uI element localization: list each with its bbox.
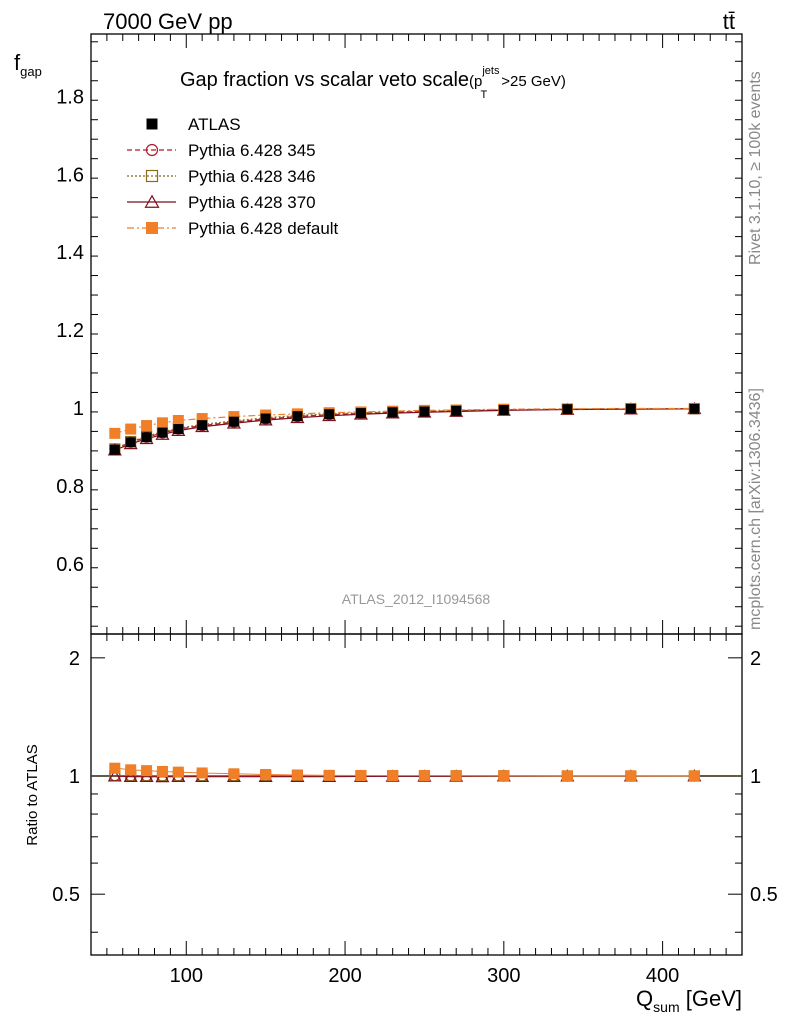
ratio-point xyxy=(418,769,430,781)
ratio-point xyxy=(561,770,573,782)
ratio-axes: 100 200 300 400 0.5 0.5 1 1 2 2 xyxy=(52,634,778,987)
data-point xyxy=(109,444,120,455)
legend-label: Pythia 6.428 370 xyxy=(188,193,316,212)
data-point xyxy=(173,424,184,435)
x-tick-label: 200 xyxy=(328,965,361,987)
ratio-point xyxy=(141,765,153,777)
ratio-point xyxy=(228,768,240,780)
legend: ATLAS Pythia 6.428 345 Pythia 6.428 346 Pyt… xyxy=(127,115,339,238)
data-point xyxy=(125,437,136,448)
ratio-point xyxy=(450,770,462,782)
ratio-point xyxy=(172,766,184,778)
ratio-point xyxy=(291,769,303,781)
data-point xyxy=(387,407,398,418)
data-point xyxy=(324,409,335,420)
data-point xyxy=(228,416,239,427)
x-tick-label: 400 xyxy=(646,965,679,987)
x-tick-label: 100 xyxy=(170,965,203,987)
y-axis-label: fgap xyxy=(14,50,42,79)
ratio-point xyxy=(123,769,138,783)
legend-label: Pythia 6.428 345 xyxy=(188,141,316,160)
energy-label: 7000 GeV pp xyxy=(103,9,233,34)
ratio-y-tick-label-right: 2 xyxy=(750,648,761,670)
ratio-point xyxy=(196,767,208,779)
ratio-y-tick-label: 2 xyxy=(69,648,80,670)
data-point xyxy=(419,406,430,417)
y-tick-label: 1.2 xyxy=(56,320,84,342)
data-point xyxy=(562,404,573,415)
data-point xyxy=(125,423,137,435)
legend-label: Pythia 6.428 346 xyxy=(188,167,316,186)
ratio-point xyxy=(498,770,510,782)
process-label: tt̄ xyxy=(723,9,735,34)
data-point xyxy=(451,405,462,416)
data-point xyxy=(355,408,366,419)
main-plot-area xyxy=(107,401,702,456)
data-point xyxy=(172,414,184,426)
data-point xyxy=(498,404,509,415)
y-tick-label: 0.8 xyxy=(56,476,84,498)
ratio-point xyxy=(323,769,335,781)
data-point xyxy=(141,432,152,443)
data-point xyxy=(141,420,153,432)
chart-title: Gap fraction vs scalar veto scale(pjets T… xyxy=(180,65,566,101)
ratio-y-tick-label: 1 xyxy=(69,766,80,788)
main-axes: 0.6 0.8 1 1.2 1.4 1.6 1.8 xyxy=(56,34,742,634)
ratio-panel-frame xyxy=(90,633,743,956)
data-point xyxy=(157,427,168,438)
y-tick-label: 1.4 xyxy=(56,242,84,264)
y-tick-label: 1 xyxy=(73,398,84,420)
ratio-y-tick-label-right: 0.5 xyxy=(750,884,778,906)
ratio-point xyxy=(355,769,367,781)
analysis-watermark: ATLAS_2012_I1094568 xyxy=(342,591,491,607)
legend-marker xyxy=(146,222,158,234)
y-tick-label: 0.6 xyxy=(56,554,84,576)
y-tick-label: 1.6 xyxy=(56,164,84,186)
ratio-point xyxy=(156,765,168,777)
data-point xyxy=(156,417,168,429)
ratio-point xyxy=(260,768,272,780)
legend-marker xyxy=(144,194,160,208)
ratio-axis-label: Ratio to ATLAS xyxy=(24,744,41,845)
side-label-mcplots: mcplots.cern.ch [arXiv:1306.3436] xyxy=(747,388,764,630)
data-point xyxy=(625,403,636,414)
data-point xyxy=(109,427,121,439)
ratio-point xyxy=(125,764,137,776)
data-point xyxy=(292,411,303,422)
data-point xyxy=(689,403,700,414)
ratio-point xyxy=(109,762,121,774)
x-tick-label: 300 xyxy=(487,965,520,987)
data-point xyxy=(197,420,208,431)
data-point xyxy=(260,413,271,424)
ratio-point xyxy=(688,770,700,782)
ratio-y-tick-label-right: 1 xyxy=(750,766,761,788)
ratio-point xyxy=(387,769,399,781)
ratio-point xyxy=(625,770,637,782)
ratio-plot-area xyxy=(107,762,702,783)
y-tick-label: 1.8 xyxy=(56,86,84,108)
legend-label: ATLAS xyxy=(188,115,241,134)
ratio-y-tick-label: 0.5 xyxy=(52,884,80,906)
legend-marker xyxy=(145,169,159,183)
legend-label: Pythia 6.428 default xyxy=(188,219,339,238)
side-label-rivet: Rivet 3.1.10, ≥ 100k events xyxy=(747,71,764,265)
ratio-point xyxy=(139,769,154,783)
x-axis-label: Qsum [GeV] xyxy=(636,986,742,1015)
legend-marker xyxy=(146,118,158,130)
legend-marker xyxy=(145,143,159,157)
ratio-point xyxy=(107,769,122,782)
